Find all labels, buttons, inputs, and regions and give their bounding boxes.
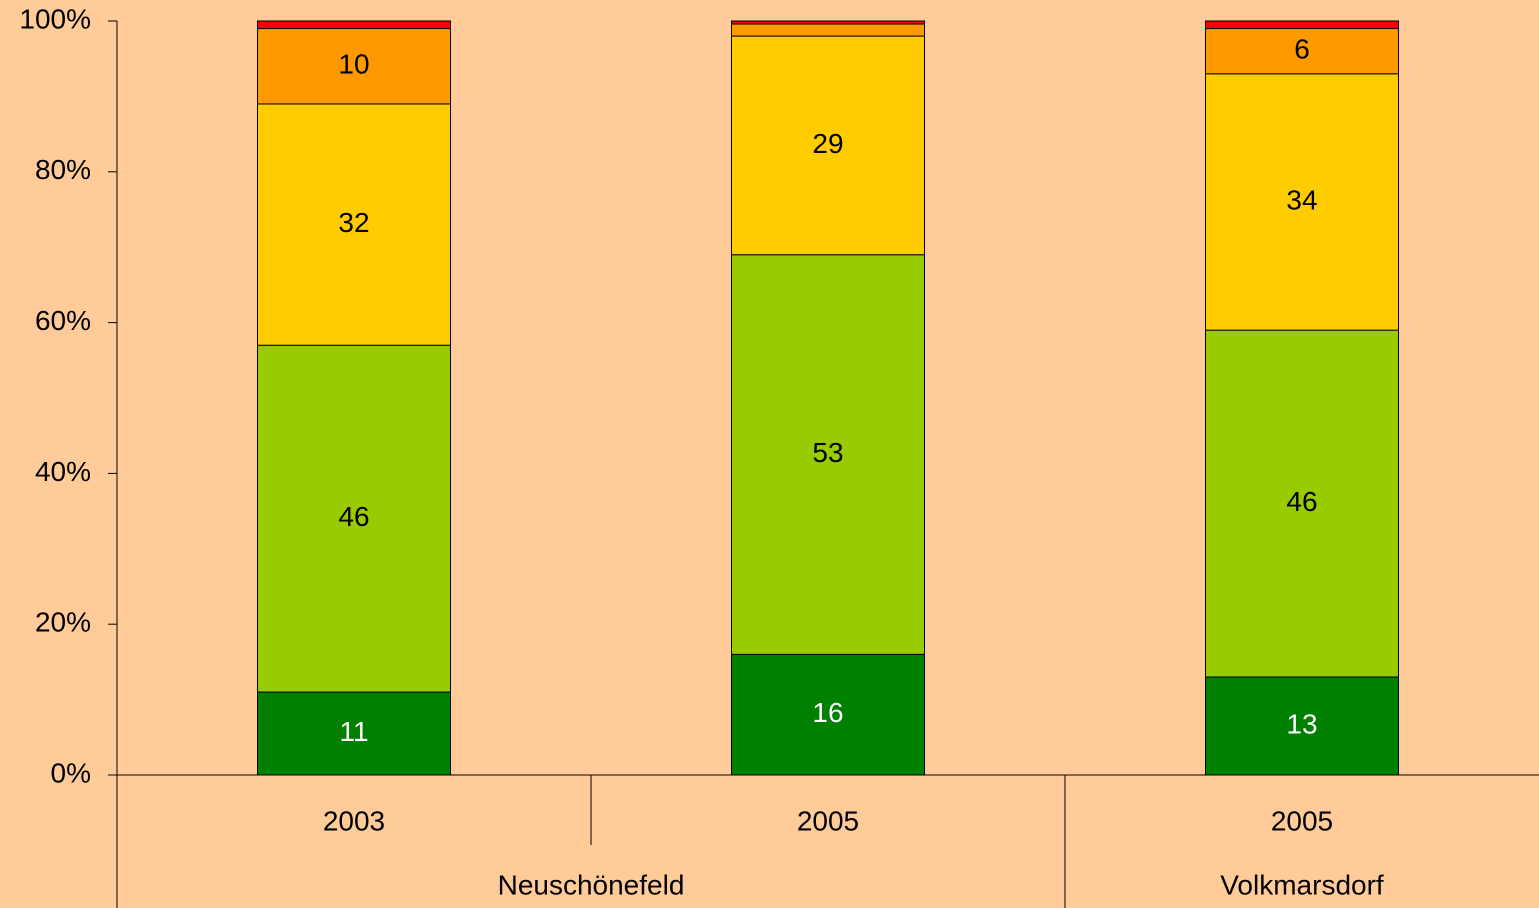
group-label: Volkmarsdorf	[1220, 869, 1384, 900]
data-label: 34	[1286, 184, 1317, 215]
bar-segment	[257, 20, 451, 30]
y-tick-label: 0%	[51, 757, 91, 788]
data-label: 46	[1286, 486, 1317, 517]
y-tick-label: 20%	[35, 607, 91, 638]
bar-segment	[731, 254, 925, 655]
data-label: 16	[812, 697, 843, 728]
y-tick-label: 80%	[35, 154, 91, 185]
bar-segment	[731, 653, 925, 776]
bar-segment	[1205, 329, 1399, 678]
y-tick-label: 100%	[19, 3, 91, 34]
data-label: 46	[338, 501, 369, 532]
bar-segment	[1205, 676, 1399, 776]
data-label: 53	[812, 437, 843, 468]
data-label: 10	[338, 49, 369, 80]
bar-segment	[257, 691, 451, 776]
bar-segment	[257, 28, 451, 105]
data-label: 13	[1286, 708, 1317, 739]
x-tick-label: 2005	[1271, 805, 1333, 836]
bar-segment	[1205, 73, 1399, 331]
data-label: 32	[338, 207, 369, 238]
bar-segment	[1205, 20, 1399, 30]
data-label: 11	[339, 716, 368, 747]
bar-segment	[1205, 28, 1399, 75]
bar-segment	[257, 344, 451, 693]
x-tick-label: 2005	[797, 805, 859, 836]
bar-segment	[731, 20, 925, 25]
bar-segment	[731, 23, 925, 37]
y-tick-label: 60%	[35, 305, 91, 336]
group-label: Neuschönefeld	[498, 869, 685, 900]
x-tick-label: 2003	[323, 805, 385, 836]
bar-segment	[257, 103, 451, 346]
data-label: 29	[812, 128, 843, 159]
y-tick-label: 40%	[35, 456, 91, 487]
data-label: 6	[1294, 34, 1310, 65]
